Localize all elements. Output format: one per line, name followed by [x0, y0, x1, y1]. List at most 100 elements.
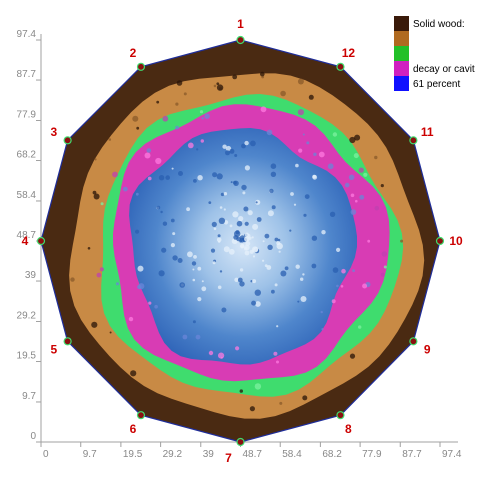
speckle — [350, 193, 355, 198]
y-tick-group: 0 9.7 19.5 29.2 39 48.7 58.4 68.2 77.9 87.7 97.4 — [17, 29, 41, 443]
speckle — [304, 194, 310, 200]
speckle — [255, 199, 261, 205]
speckle — [266, 265, 272, 270]
speckle — [156, 100, 160, 104]
speckle — [284, 266, 289, 271]
speckle — [295, 264, 300, 269]
sensor-point — [136, 411, 146, 420]
sensor-label: 11 — [421, 125, 434, 139]
speckle — [277, 238, 281, 242]
speckle — [271, 205, 276, 210]
speckle — [313, 152, 317, 156]
speckle — [252, 223, 259, 230]
legend-swatch — [394, 46, 409, 61]
speckle — [244, 232, 249, 237]
speckle — [148, 301, 152, 305]
x-tick-label: 48.7 — [243, 449, 263, 460]
speckle — [179, 282, 185, 288]
speckle — [381, 251, 387, 257]
speckle — [223, 246, 230, 253]
x-tick-label: 39 — [203, 449, 215, 460]
speckle — [252, 279, 257, 284]
speckle — [321, 328, 324, 331]
speckle — [244, 221, 249, 226]
speckle — [234, 154, 238, 157]
speckle — [300, 277, 304, 281]
speckle — [128, 316, 134, 322]
sensor-label: 6 — [130, 422, 137, 436]
speckle-texture — [70, 71, 404, 412]
speckle — [222, 144, 227, 149]
sensor-point — [63, 136, 72, 145]
speckle — [252, 246, 259, 253]
speckle — [327, 163, 334, 170]
sensor-label: 7 — [225, 451, 232, 465]
speckle — [297, 78, 304, 85]
speckle — [178, 171, 183, 176]
speckle — [271, 289, 275, 294]
speckle — [112, 171, 118, 178]
speckle — [161, 247, 167, 253]
speckle — [332, 132, 338, 137]
y-tick-label: 87.7 — [17, 69, 37, 80]
sensor-label: 1 — [237, 17, 244, 31]
speckle — [108, 138, 112, 141]
speckle — [192, 268, 195, 271]
speckle — [239, 268, 244, 272]
speckle — [300, 296, 307, 302]
speckle — [96, 272, 102, 278]
speckle — [197, 297, 202, 302]
speckle — [92, 190, 97, 195]
speckle — [276, 360, 279, 364]
speckle — [374, 205, 380, 211]
speckle — [311, 263, 317, 269]
speckle — [331, 299, 336, 304]
y-tick-label: 68.2 — [17, 150, 37, 161]
speckle — [187, 251, 193, 258]
speckle — [233, 235, 239, 240]
speckle — [278, 250, 281, 253]
y-tick-label: 19.5 — [17, 351, 37, 362]
speckle — [254, 383, 262, 390]
speckle — [212, 261, 216, 265]
y-tick-label: 97.4 — [17, 29, 37, 40]
speckle — [193, 179, 197, 183]
sensor-point — [336, 411, 345, 420]
speckle — [135, 229, 140, 234]
speckle — [279, 401, 283, 405]
sensor-point — [236, 35, 245, 45]
x-tick-label: 97.4 — [442, 449, 462, 460]
speckle — [255, 201, 258, 204]
speckle — [252, 255, 256, 258]
sensor-label: 8 — [345, 422, 352, 436]
legend-swatch — [394, 31, 409, 46]
speckle — [94, 158, 97, 161]
speckle — [354, 134, 361, 141]
speckle — [308, 94, 314, 100]
speckle — [237, 277, 243, 283]
speckle — [208, 350, 214, 356]
speckle — [135, 192, 139, 196]
speckle — [280, 90, 286, 97]
speckle — [349, 353, 356, 359]
speckle — [276, 325, 279, 328]
speckle — [210, 248, 216, 253]
speckle — [187, 142, 194, 149]
speckle — [352, 269, 355, 272]
sensor-point — [63, 337, 72, 346]
speckle — [70, 277, 75, 282]
sensor-label: 5 — [50, 342, 57, 356]
legend-label: decay or cavit — [413, 64, 475, 75]
speckle — [367, 239, 371, 243]
speckle — [199, 110, 204, 114]
y-tick-label: 48.7 — [17, 230, 37, 241]
speckle — [201, 286, 207, 292]
x-tick-label: 19.5 — [123, 449, 143, 460]
speckle — [195, 334, 201, 340]
speckle — [191, 261, 197, 266]
sensor-point — [435, 236, 445, 246]
speckle — [216, 82, 220, 86]
sensor-label: 9 — [424, 342, 431, 356]
speckle — [221, 307, 227, 313]
